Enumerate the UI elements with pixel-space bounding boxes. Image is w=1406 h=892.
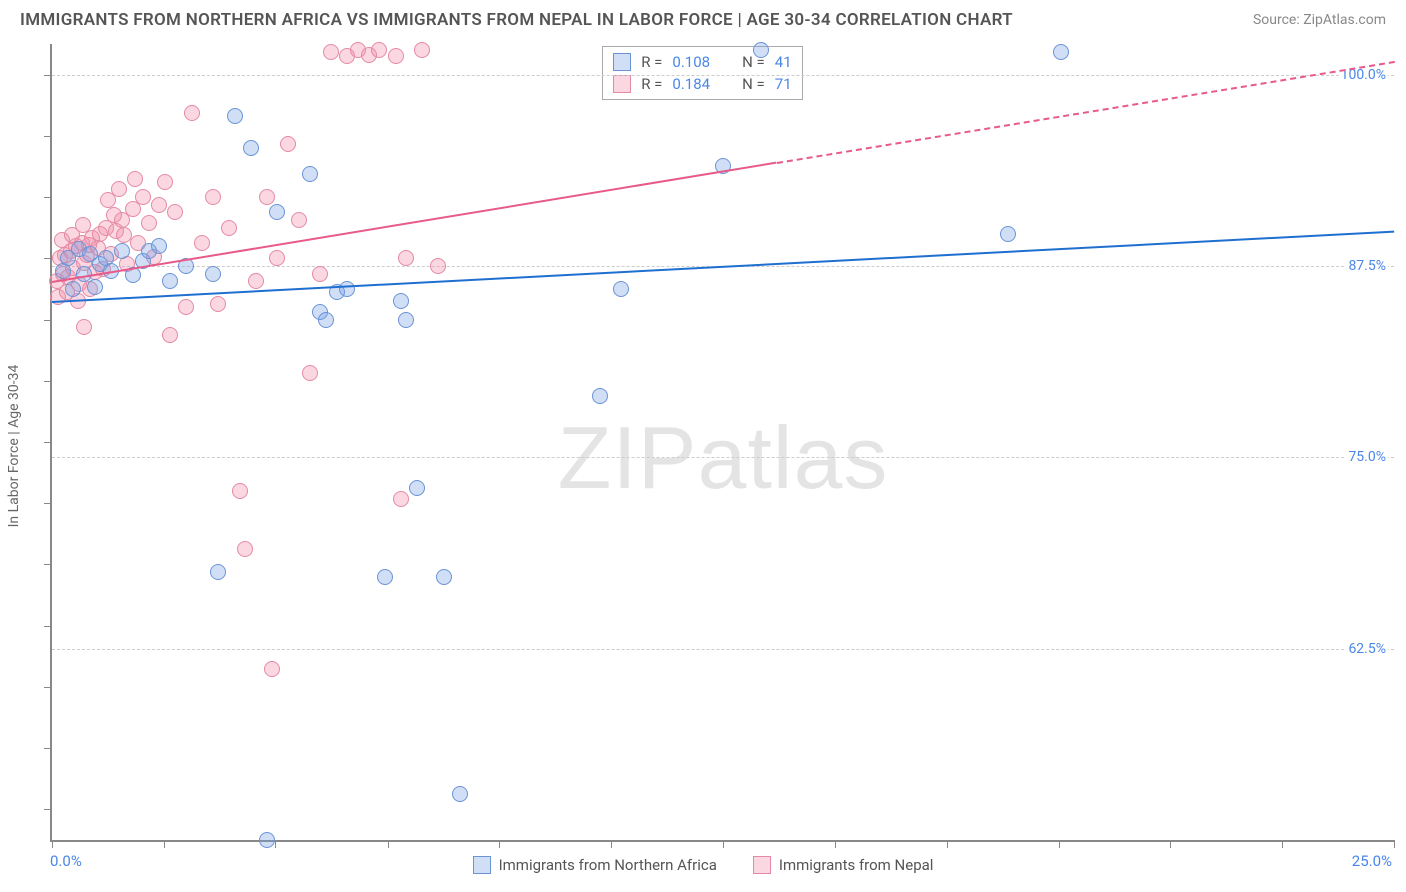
point-series-b <box>259 189 275 205</box>
point-series-b <box>178 299 194 315</box>
point-series-b <box>398 250 414 266</box>
point-series-b <box>75 217 91 233</box>
point-series-b <box>184 105 200 121</box>
point-series-a <box>87 279 103 295</box>
point-series-b <box>205 189 221 205</box>
point-series-a <box>227 108 243 124</box>
point-series-a <box>269 204 285 220</box>
point-series-a <box>210 564 226 580</box>
point-series-a <box>205 266 221 282</box>
n-value-b: 71 <box>775 75 792 93</box>
n-label: N = <box>742 75 765 93</box>
point-series-b <box>106 207 122 223</box>
point-series-b <box>127 171 143 187</box>
point-series-b <box>221 220 237 236</box>
point-series-a <box>409 480 425 496</box>
point-series-b <box>162 327 178 343</box>
point-series-b <box>248 273 264 289</box>
trendline-series-b-extrapolated <box>777 61 1395 164</box>
legend-label-a: Immigrants from Northern Africa <box>499 856 717 874</box>
point-series-b <box>210 296 226 312</box>
swatch-series-b <box>613 75 631 93</box>
point-series-a <box>114 243 130 259</box>
point-series-b <box>167 204 183 220</box>
y-axis-title: In Labor Force | Age 30-34 <box>6 365 22 528</box>
gridline <box>52 457 1394 458</box>
legend-item-a: Immigrants from Northern Africa <box>473 856 717 874</box>
point-series-a <box>1053 44 1069 60</box>
point-series-b <box>116 227 132 243</box>
r-label: R = <box>641 75 662 93</box>
point-series-b <box>157 174 173 190</box>
swatch-series-a <box>473 856 491 874</box>
n-value-a: 41 <box>775 53 792 71</box>
correlation-legend: R = 0.108 N = 41 R = 0.184 N = 71 <box>602 46 802 100</box>
point-series-b <box>291 212 307 228</box>
legend-label-b: Immigrants from Nepal <box>779 856 934 874</box>
legend-row-series-b: R = 0.184 N = 71 <box>613 73 791 95</box>
point-series-b <box>76 319 92 335</box>
point-series-a <box>162 273 178 289</box>
point-series-b <box>371 42 387 58</box>
point-series-a <box>318 312 334 328</box>
point-series-b <box>414 42 430 58</box>
chart-plot-area: ZIPatlas R = 0.108 N = 41 R = 0.184 N = … <box>50 44 1394 842</box>
point-series-a <box>613 281 629 297</box>
point-series-a <box>259 832 275 848</box>
point-series-b <box>232 483 248 499</box>
point-series-a <box>151 238 167 254</box>
point-series-a <box>243 140 259 156</box>
point-series-b <box>312 266 328 282</box>
point-series-b <box>111 181 127 197</box>
point-series-a <box>339 281 355 297</box>
point-series-b <box>141 215 157 231</box>
point-series-b <box>269 250 285 266</box>
point-series-b <box>280 136 296 152</box>
point-series-b <box>430 258 446 274</box>
point-series-b <box>388 48 404 64</box>
point-series-a <box>398 312 414 328</box>
point-series-a <box>452 786 468 802</box>
point-series-a <box>393 293 409 309</box>
point-series-a <box>65 281 81 297</box>
point-series-b <box>135 189 151 205</box>
point-series-a <box>753 42 769 58</box>
gridline <box>52 649 1394 650</box>
r-value-a: 0.108 <box>672 53 710 71</box>
y-axis-label: 75.0% <box>1346 449 1388 465</box>
swatch-series-b <box>753 856 771 874</box>
bottom-legend: Immigrants from Northern Africa Immigran… <box>0 856 1406 874</box>
source-attribution: Source: ZipAtlas.com <box>1253 12 1386 28</box>
r-value-b: 0.184 <box>672 75 710 93</box>
point-series-a <box>1000 226 1016 242</box>
point-series-a <box>592 388 608 404</box>
point-series-b <box>323 44 339 60</box>
y-axis-label: 62.5% <box>1346 641 1388 657</box>
point-series-b <box>194 235 210 251</box>
legend-item-b: Immigrants from Nepal <box>753 856 934 874</box>
point-series-b <box>151 197 167 213</box>
point-series-b <box>393 491 409 507</box>
point-series-a <box>377 569 393 585</box>
point-series-b <box>264 661 280 677</box>
swatch-series-a <box>613 53 631 71</box>
gridline <box>52 75 1394 76</box>
point-series-b <box>302 365 318 381</box>
r-label: R = <box>641 53 662 71</box>
point-series-a <box>302 166 318 182</box>
chart-title: IMMIGRANTS FROM NORTHERN AFRICA VS IMMIG… <box>20 10 1013 30</box>
point-series-a <box>436 569 452 585</box>
y-axis-label: 87.5% <box>1346 258 1388 274</box>
point-series-b <box>237 541 253 557</box>
